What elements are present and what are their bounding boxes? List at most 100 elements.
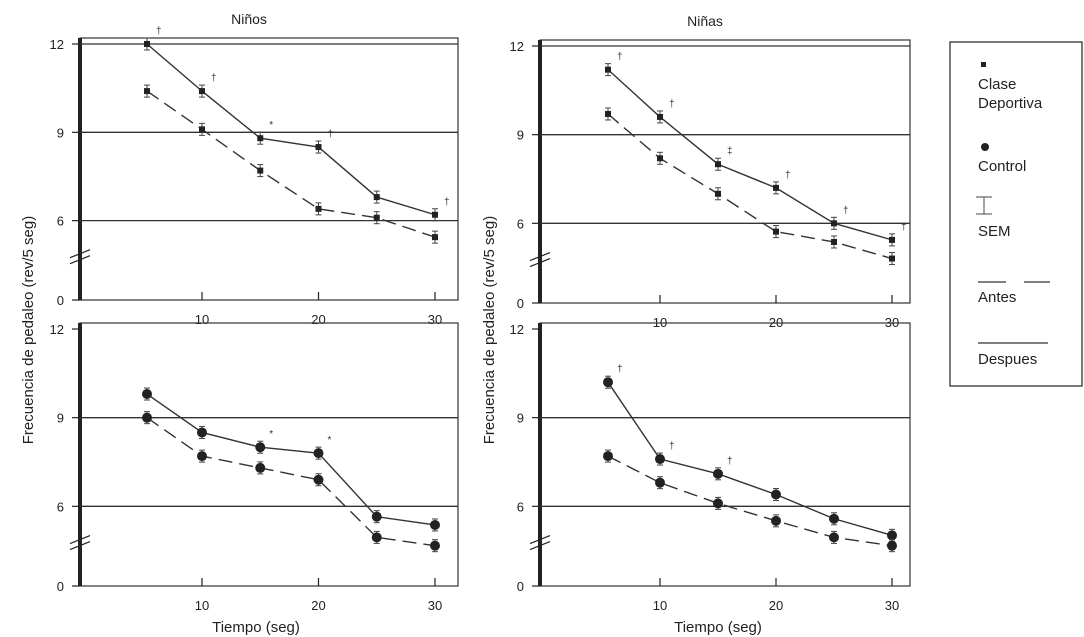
legend-label-sem: SEM: [978, 223, 1011, 240]
significance-mark: †: [156, 26, 162, 37]
series-line-antes: [607, 455, 893, 547]
series-line-despues: [146, 393, 436, 526]
axis-break-mark: [69, 540, 91, 551]
legend-label-deportiva: Deportiva: [978, 95, 1043, 112]
legend-label-antes: Antes: [978, 289, 1016, 306]
series-line-antes: [607, 113, 893, 260]
legend-label-clase: Clase: [978, 76, 1016, 93]
x-tick-label: 10: [195, 312, 209, 327]
data-point-circle: [255, 442, 266, 453]
y-tick-label: 9: [57, 125, 64, 140]
significance-mark: †: [785, 170, 791, 181]
y-tick-label: 6: [517, 499, 524, 514]
data-point-square: [831, 220, 837, 227]
y-tick-label: 0: [57, 293, 64, 308]
data-point-circle: [771, 489, 781, 500]
data-point-circle: [313, 474, 324, 485]
data-point-square: [605, 66, 611, 73]
significance-mark: †: [328, 129, 334, 140]
axis-break-mark: [529, 540, 551, 551]
x-axis-title-right: Tiempo (seg): [674, 619, 762, 636]
data-point-circle: [829, 513, 839, 524]
data-point-square: [315, 144, 322, 151]
data-point-square: [373, 214, 380, 221]
x-tick-label: 20: [311, 598, 325, 613]
data-point-square: [199, 126, 205, 133]
legend: Clase Deportiva Control SEM Antes Despue…: [949, 41, 1083, 387]
x-tick-label: 10: [653, 598, 667, 613]
series-line-antes: [146, 417, 436, 547]
y-axis-title-left: Frecuencia de pedaleo (rev/5 seg): [20, 216, 37, 444]
data-point-square: [199, 88, 205, 95]
axis-break-mark: [529, 534, 551, 545]
control-marker-icon: [981, 143, 989, 151]
chart-panel-4: 0 6 9 12 10 20 30 † † †: [510, 322, 911, 613]
plot-frame: [79, 322, 459, 587]
significance-mark: *: [328, 435, 332, 446]
significance-mark: †: [617, 364, 623, 375]
chart-panel-3: 0 6 9 12 10 20 30 * *: [50, 322, 459, 613]
y-tick-label: 12: [510, 39, 524, 54]
data-point-square: [889, 236, 895, 243]
y-tick-label: 9: [517, 128, 524, 143]
significance-mark: †: [617, 52, 623, 63]
x-tick-label: 30: [428, 598, 442, 613]
data-point-square: [773, 184, 779, 191]
data-point-circle: [197, 427, 207, 438]
plot-frame: [539, 39, 911, 304]
y-tick-label: 9: [517, 411, 524, 426]
significance-mark: ‡: [727, 146, 733, 157]
data-point-circle: [371, 511, 382, 522]
data-point-square: [715, 190, 721, 197]
data-point-square: [831, 238, 837, 245]
data-point-circle: [887, 540, 897, 551]
data-point-circle: [829, 532, 839, 543]
significance-mark: †: [211, 73, 217, 84]
axis-break-mark: [69, 249, 91, 259]
y-tick-label: 12: [50, 322, 64, 337]
data-point-square: [373, 194, 380, 201]
significance-mark: †: [444, 197, 450, 208]
data-point-circle: [771, 515, 781, 526]
axis-break-mark: [529, 257, 551, 268]
significance-mark: †: [669, 441, 675, 452]
data-point-square: [257, 167, 264, 174]
data-point-circle: [142, 412, 152, 423]
y-tick-label: 9: [57, 411, 64, 426]
data-point-square: [657, 113, 663, 120]
y-tick-label: 0: [57, 579, 64, 594]
data-point-circle: [255, 462, 266, 473]
data-point-circle: [197, 451, 207, 462]
axis-break-mark: [69, 534, 91, 545]
plot-frame: [539, 322, 911, 587]
data-point-square: [144, 88, 150, 95]
sem-errorbar-icon: [976, 196, 992, 215]
data-point-circle: [655, 477, 665, 488]
x-axis-title-left: Tiempo (seg): [212, 619, 300, 636]
series-line-antes: [146, 90, 436, 238]
x-tick-label: 20: [769, 598, 783, 613]
data-point-circle: [430, 540, 440, 551]
data-point-square: [657, 155, 663, 162]
data-point-square: [432, 234, 438, 241]
data-point-square: [773, 228, 779, 235]
panel-title: Niños: [231, 11, 267, 27]
legend-box: [949, 41, 1083, 387]
data-point-circle: [713, 498, 723, 509]
significance-mark: †: [727, 456, 733, 467]
data-point-square: [605, 110, 611, 117]
data-point-circle: [313, 448, 324, 459]
y-axis-title-right: Frecuencia de pedaleo (rev/5 seg): [481, 216, 498, 444]
data-point-square: [144, 41, 150, 47]
plot-frame: [79, 37, 459, 301]
legend-label-control: Control: [978, 158, 1026, 175]
data-point-circle: [887, 530, 897, 541]
data-point-circle: [603, 451, 613, 462]
x-tick-label: 20: [311, 312, 325, 327]
significance-mark: †: [843, 205, 849, 216]
series-line-despues: [607, 69, 893, 241]
data-point-circle: [713, 468, 723, 479]
y-tick-label: 12: [50, 37, 64, 52]
